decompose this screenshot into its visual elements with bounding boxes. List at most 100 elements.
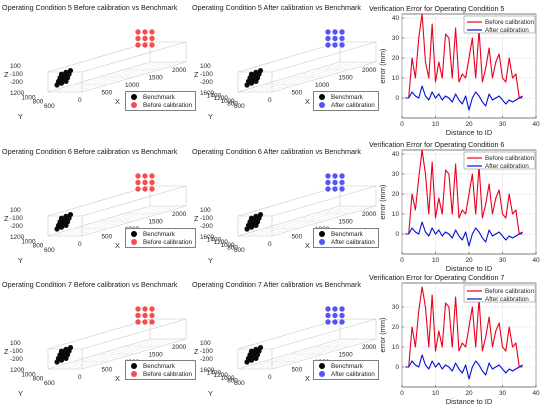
z-tick-label: -100 [200,71,213,78]
x-tick-label: 0 [268,97,272,104]
z-tick-label: -200 [200,223,213,230]
legend-3d: Benchmark After calibration [313,360,379,380]
calibration-point [332,319,338,325]
calibration-point [325,173,331,179]
y-tick-label: 1000 [220,375,235,382]
x-tick-label: 0 [268,241,272,248]
benchmark-point [257,212,264,218]
calibration-point [339,319,345,325]
z-tick-label: 100 [200,207,211,214]
calibration-point [325,312,331,319]
y-tick-label: 40 [392,15,400,22]
x-tick-label: 0 [400,390,404,397]
calibration-point [332,173,338,179]
x-tick-label: 500 [292,234,303,241]
calibration-point [339,29,345,35]
benchmark-point [67,212,74,218]
benchmark-point [257,68,264,74]
panel3d-title: Operating Condition 5 Before calibration… [2,3,178,12]
grid-line [73,61,178,93]
x-tick-label: 500 [102,234,113,241]
x-tick-label: 20 [465,121,473,128]
grid-line [263,338,368,370]
y-tick-label: 0 [395,231,399,238]
y-tick-label: 1000 [220,242,235,249]
x-axis-label: Distance to ID [446,264,492,273]
y-tick-label: 800 [227,377,238,384]
x-tick-label: 1000 [315,82,330,89]
x-tick-label: 1500 [149,75,164,82]
y-tick-label: 1600 [200,90,215,97]
x-tick-label: 20 [465,390,473,397]
x-tick-label: 10 [432,257,440,264]
z-axis-label: Z [4,347,9,356]
z-tick-label: -100 [200,215,213,222]
y-axis-label: Y [208,112,213,121]
legend-label: Before calibration [485,19,535,26]
y-tick-label: 600 [234,103,245,110]
calibration-point [135,35,141,42]
calibration-point [135,179,141,186]
x-axis-label: X [305,374,310,383]
legend-3d: Benchmark Before calibration [125,91,197,111]
x-axis-label: Distance to ID [446,128,492,137]
x-tick-label: 1500 [149,352,164,359]
calibration-point [142,312,148,319]
z-tick-label: -100 [10,348,23,355]
calibration-point [149,35,155,42]
legend-benchmark: Benchmark [143,230,175,238]
legend-label: Before calibration [485,155,535,162]
x-axis-label: X [115,97,120,106]
x-tick-label: 0 [400,257,404,264]
y-tick-label: 1400 [207,370,222,377]
z-axis-label: Z [4,70,9,79]
y-tick-label: 800 [33,243,44,250]
panel3d-title: Operating Condition 7 Before calibration… [2,280,178,289]
axis-edge [81,318,187,350]
z-tick-label: -200 [10,79,23,86]
series-line [405,85,523,111]
y-tick-label: 800 [227,100,238,107]
calibration-point [325,35,331,42]
x-tick-label: 2000 [172,344,187,351]
calibration-point [325,29,331,35]
series-line [405,13,523,99]
x-tick-label: 1500 [339,352,354,359]
y-tick-label: 1400 [207,93,222,100]
y-axis-label: Y [18,256,23,265]
legend-benchmark: Benchmark [331,362,363,370]
calibration-point [149,173,155,179]
z-tick-label: -200 [200,356,213,363]
legend-box [463,15,536,34]
x-axis-label: X [305,97,310,106]
x-tick-label: 10 [432,121,440,128]
calibration-point [339,179,345,186]
y-tick-label: 600 [234,380,245,387]
y-tick-label: 600 [44,103,55,110]
x-tick-label: 500 [102,90,113,97]
y-tick-label: 20 [392,324,400,331]
y-tick-label: 1600 [200,367,215,374]
y-axis-label: Y [18,389,23,398]
plot3d-canvas: 0500100015002000X12001000800600Y100-100-… [4,306,187,398]
y-axis-label: error (mm) [378,49,387,84]
calibration-point [149,312,155,319]
x-tick-label: 20 [465,257,473,264]
error-chart-1: 0 10 20 30 40 0 10 20 30 40 Distance to ID error (m… [378,13,540,137]
calibration-point [135,29,141,35]
x-axis-label: X [305,241,310,250]
benchmark-point [67,68,74,74]
y-tick-label: 1000 [21,371,36,378]
z-tick-label: -100 [10,215,23,222]
plot3d-canvas: 0500100015002000X1600140012001000800600Y… [194,306,377,398]
grid-line [263,61,368,93]
calibration-point [325,186,331,192]
y-tick-label: 1600 [200,234,215,241]
x-tick-label: 0 [268,374,272,381]
legend-label: After calibration [485,27,529,34]
error-chart-2: 0 10 20 30 40 0 10 20 30 40 Distance to ID error (m… [378,149,540,273]
z-tick-label: 100 [10,207,21,214]
calibration-point [142,42,148,48]
calibration-point [332,312,338,319]
calibration-point [339,186,345,192]
